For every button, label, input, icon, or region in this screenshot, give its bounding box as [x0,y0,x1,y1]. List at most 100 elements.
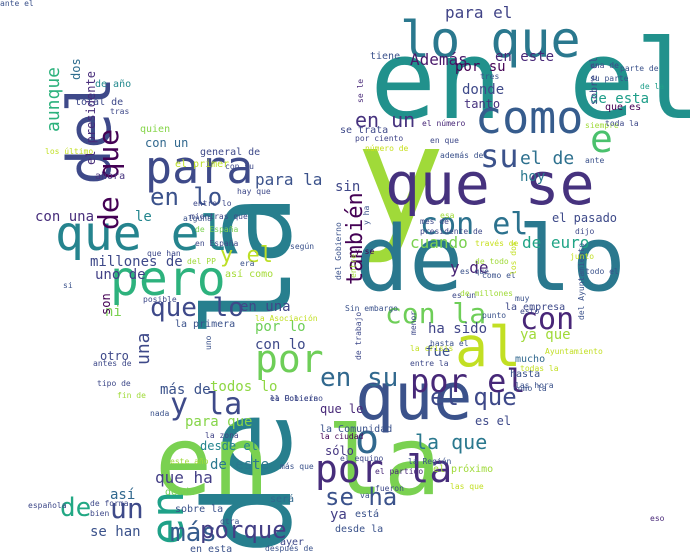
cloud-word: la crisis [410,344,454,353]
cloud-word: sobre la [175,504,224,515]
cloud-word: lo que [400,11,581,69]
cloud-word: todo el [585,267,619,276]
cloud-word: se le [356,78,365,103]
cloud-word: le [135,209,152,225]
cloud-word: ya [330,507,347,523]
cloud-word: como la [513,384,547,393]
cloud-word: pero [110,251,226,307]
cloud-word: el próximo [433,464,494,475]
cloud-word: de trabajo [354,311,363,360]
cloud-word: través de [475,239,519,248]
cloud-word: va [360,491,370,500]
cloud-word: el que [430,383,517,411]
cloud-word: Ayuntamiento [545,347,603,356]
cloud-word: tipo de [97,379,131,388]
cloud-word: uno [204,335,213,350]
cloud-word: en lo [150,183,223,211]
cloud-word: las que [450,482,484,491]
cloud-word: por el [410,362,526,400]
cloud-word: este año [170,457,209,466]
cloud-word: que [355,360,473,435]
cloud-word: que es [605,102,642,113]
cloud-word: mientras que [190,212,248,221]
cloud-word: posible [143,295,177,304]
cloud-word: más que [280,462,314,471]
cloud-word: así como [225,269,274,280]
cloud-word: la que [415,430,488,454]
cloud-word: y se [355,247,375,256]
cloud-word: tanto [464,97,501,111]
cloud-word: en el [370,16,690,144]
cloud-word: siempre [585,121,619,130]
cloud-word: dos [69,58,83,80]
cloud-word: bien [90,509,110,518]
cloud-word: la Policía [270,394,319,403]
cloud-word: de todo [475,257,509,266]
cloud-word: en que [430,136,459,145]
cloud-word: como el [482,271,516,280]
cloud-word: fueron [375,484,404,493]
cloud-word: hoy [520,169,546,185]
cloud-word: y el [220,243,273,268]
cloud-word: el partido [375,467,424,476]
cloud-word: Además [410,50,468,69]
cloud-word: son [99,293,113,315]
cloud-word: está [355,509,380,520]
cloud-word: las hora [515,381,554,390]
cloud-word: antes de [93,359,132,368]
cloud-word: parte de [620,64,659,73]
cloud-word: un [110,492,144,525]
cloud-word: ni [105,304,122,320]
cloud-word: que el [55,206,229,262]
cloud-word: por su [455,59,506,75]
cloud-word: por ciento [355,134,404,143]
cloud-word: mes de [420,217,449,226]
cloud-word: la empresa [505,302,566,313]
cloud-word: como [475,91,584,144]
cloud-word: con una [35,209,95,225]
cloud-word: sólo [325,444,354,458]
cloud-word: nada [150,409,170,418]
cloud-word: el pasado [552,211,618,225]
cloud-word: en este [495,49,555,65]
cloud-word: muy [515,294,530,303]
cloud-word: más de [160,382,211,398]
cloud-word: la Región [408,457,452,466]
cloud-word: los último [45,147,94,156]
cloud-word: hay que [237,187,271,196]
cloud-word: esa [440,211,455,220]
cloud-word: en su [320,363,399,393]
cloud-word: era [240,259,255,268]
cloud-word: con su [225,162,254,171]
cloud-word: se han [90,524,141,540]
cloud-word: entre lo [193,199,232,208]
cloud-word: según [290,242,315,251]
cloud-word: por lo [255,319,306,335]
cloud-word: para el [445,3,513,22]
cloud-word: o [355,417,380,463]
cloud-word: todos lo [210,379,278,395]
cloud-word: de lo [355,207,626,312]
cloud-word: es que [460,267,489,276]
cloud-word: tiene [370,51,401,62]
cloud-word: dijo [575,227,595,236]
cloud-word: para [145,141,254,194]
cloud-word: de euro [522,233,590,252]
cloud-word: de este [210,457,270,473]
cloud-word: el primer [175,159,230,170]
cloud-word: que han [147,249,181,258]
cloud-word: que le [320,402,364,416]
cloud-word: ya que [520,327,571,343]
cloud-word: que se [385,150,595,218]
cloud-word: todas la [520,364,559,373]
cloud-word: si [63,281,73,290]
cloud-word: los dos [509,241,518,275]
cloud-word: es un [452,291,477,300]
cloud-word: con [520,302,575,337]
cloud-word: e [590,117,613,161]
cloud-word: en España [195,239,239,248]
cloud-word: por la [315,447,453,491]
cloud-word: número de [365,144,409,153]
cloud-word: presidente de [420,227,483,236]
cloud-word: con lo [255,337,306,353]
